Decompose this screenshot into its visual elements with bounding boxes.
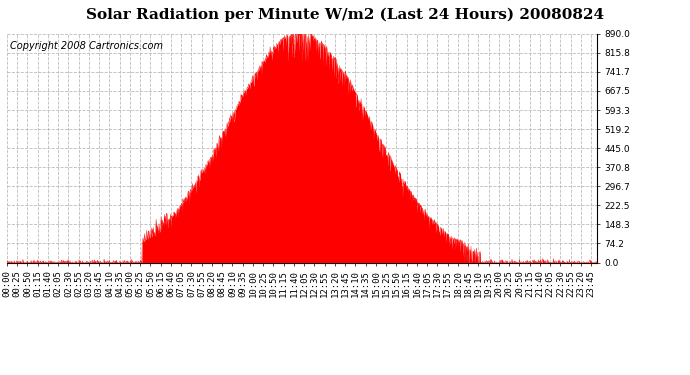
Text: Copyright 2008 Cartronics.com: Copyright 2008 Cartronics.com [10,40,163,51]
Text: Solar Radiation per Minute W/m2 (Last 24 Hours) 20080824: Solar Radiation per Minute W/m2 (Last 24… [86,8,604,22]
